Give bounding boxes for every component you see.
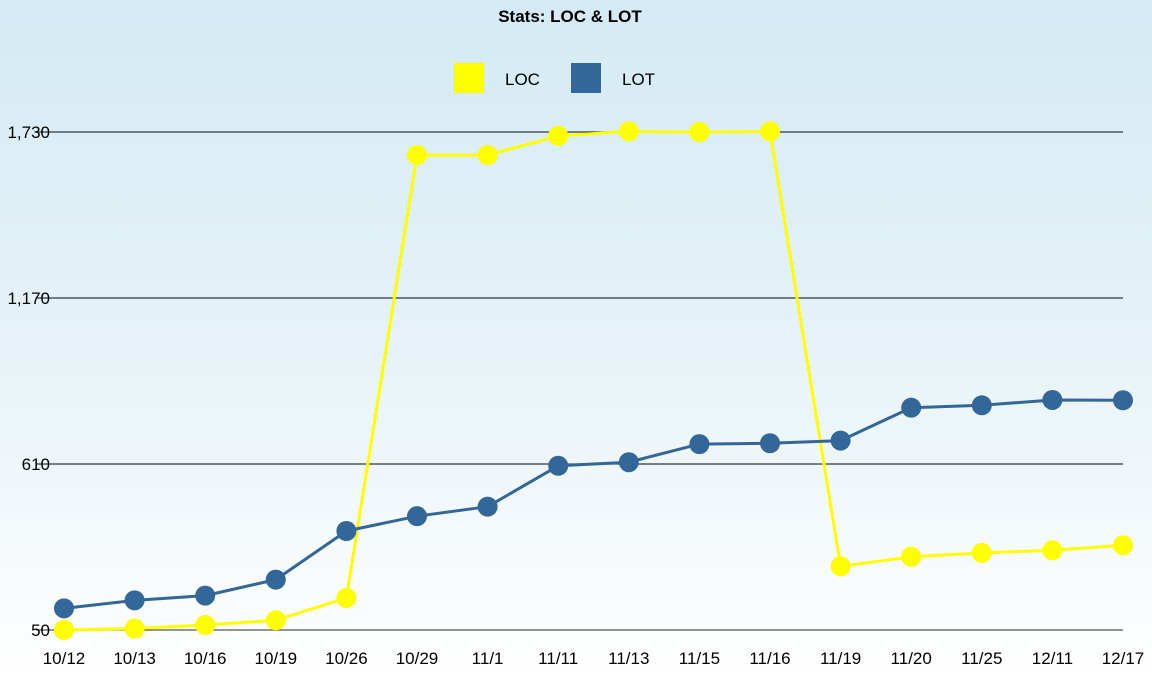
data-point-loc[interactable] (195, 614, 216, 635)
data-point-lot[interactable] (1113, 390, 1133, 411)
y-axis-ticks: 50 610 1,170 1,730 (7, 123, 50, 640)
data-point-loc[interactable] (760, 121, 780, 142)
data-point-lot[interactable] (477, 496, 498, 517)
data-point-lot[interactable] (618, 452, 639, 473)
x-tick-label: 11/19 (820, 649, 861, 668)
series-lot (54, 389, 1133, 619)
data-point-loc[interactable] (54, 620, 74, 640)
x-tick-label: 11/11 (538, 649, 578, 668)
data-point-loc[interactable] (830, 556, 851, 577)
x-tick-label: 10/16 (184, 649, 227, 668)
x-tick-label: 10/13 (113, 649, 156, 668)
data-point-loc[interactable] (901, 546, 922, 567)
data-point-loc[interactable] (124, 618, 145, 639)
x-tick-label: 10/19 (255, 649, 298, 668)
data-point-lot[interactable] (407, 506, 427, 527)
x-tick-label: 10/29 (396, 649, 439, 668)
x-tick-label: 12/17 (1102, 649, 1145, 668)
y-tick-label: 1,170 (7, 289, 50, 308)
data-point-lot[interactable] (265, 569, 286, 590)
chart-title: Stats: LOC & LOT (498, 7, 642, 26)
series (54, 121, 1133, 640)
x-tick-label: 11/16 (749, 649, 790, 668)
data-point-loc[interactable] (1042, 540, 1063, 561)
data-point-loc[interactable] (1113, 535, 1133, 556)
data-point-lot[interactable] (54, 598, 74, 619)
data-point-loc[interactable] (477, 145, 498, 166)
data-point-loc[interactable] (689, 122, 710, 142)
series-line-lot (63, 398, 1124, 610)
x-tick-label: 10/26 (325, 649, 368, 668)
legend-swatch-lot (571, 63, 601, 93)
x-axis-ticks: 10/12 10/13 10/16 10/19 10/26 10/29 11/1 11/11 1… (43, 649, 1145, 668)
data-point-lot[interactable] (1042, 389, 1063, 410)
x-tick-label: 11/25 (961, 649, 1002, 668)
x-tick-label: 12/11 (1032, 649, 1073, 668)
series-loc (54, 121, 1133, 640)
x-tick-label: 10/12 (43, 649, 86, 668)
data-point-loc[interactable] (971, 542, 992, 563)
data-point-lot[interactable] (548, 455, 569, 476)
x-tick-label: 11/15 (679, 649, 720, 668)
legend: LOC LOT (454, 63, 655, 93)
legend-label-lot: LOT (622, 70, 655, 89)
y-tick-label: 1,730 (7, 123, 50, 142)
data-point-lot[interactable] (760, 433, 780, 454)
legend-label-loc: LOC (505, 70, 540, 89)
data-point-loc[interactable] (336, 587, 357, 608)
x-tick-label: 11/13 (608, 649, 649, 668)
x-tick-label: 11/1 (472, 649, 504, 668)
data-point-lot[interactable] (830, 430, 851, 451)
y-tick-label: 610 (22, 455, 50, 474)
data-point-loc[interactable] (265, 610, 286, 631)
y-tick-label: 50 (31, 621, 50, 640)
data-point-lot[interactable] (124, 590, 145, 611)
gridlines (36, 131, 1123, 631)
legend-swatch-loc (454, 63, 484, 93)
data-point-lot[interactable] (336, 520, 357, 541)
series-line-loc (63, 129, 1124, 632)
data-point-lot[interactable] (971, 395, 992, 416)
data-point-lot[interactable] (901, 397, 922, 418)
x-tick-label: 11/20 (891, 649, 932, 668)
data-point-lot[interactable] (195, 585, 216, 606)
data-point-lot[interactable] (689, 434, 710, 455)
data-point-loc[interactable] (407, 145, 427, 166)
data-point-loc[interactable] (618, 121, 639, 142)
data-point-loc[interactable] (548, 125, 569, 146)
